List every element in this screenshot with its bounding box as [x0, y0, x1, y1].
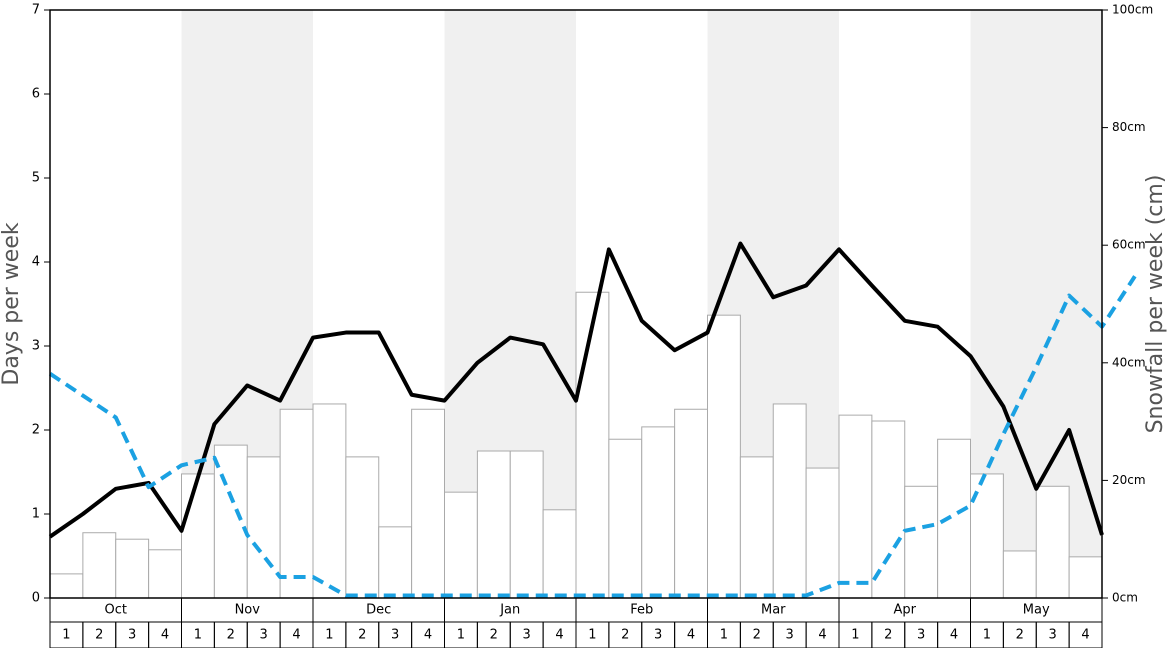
week-label: 1	[720, 628, 728, 643]
bar	[1035, 485, 1070, 599]
week-label: 4	[1081, 628, 1089, 643]
week-label: 2	[621, 628, 629, 643]
bar	[641, 426, 676, 599]
week-label: 1	[983, 628, 991, 643]
bar	[246, 456, 281, 599]
bar	[49, 573, 84, 599]
month-label: Oct	[105, 603, 127, 618]
week-label: 3	[391, 628, 399, 643]
month-label: Dec	[366, 603, 391, 618]
bar	[312, 403, 347, 599]
y-tick-label: 0	[32, 591, 40, 606]
week-label: 4	[687, 628, 695, 643]
bar	[772, 403, 807, 599]
week-label: 4	[292, 628, 300, 643]
week-label: 3	[786, 628, 794, 643]
bar	[575, 291, 610, 599]
month-label: Apr	[894, 603, 917, 618]
week-label: 3	[917, 628, 925, 643]
week-label: 1	[194, 628, 202, 643]
month-label: Jan	[499, 603, 520, 618]
week-label: 3	[654, 628, 662, 643]
bar	[509, 450, 544, 599]
y2-tick-label: 80cm	[1112, 120, 1146, 134]
week-label: 2	[358, 628, 366, 643]
bar	[181, 473, 215, 599]
month-label: Mar	[761, 603, 786, 618]
line-series	[48, 275, 1137, 598]
y-tick-label: 1	[32, 507, 40, 522]
bar	[805, 467, 840, 599]
week-label: 3	[523, 628, 531, 643]
bar	[937, 438, 971, 599]
week-label: 1	[457, 628, 465, 643]
bar	[148, 549, 182, 599]
bar	[82, 532, 117, 599]
marks	[48, 241, 1137, 599]
month-label: Nov	[235, 603, 261, 618]
month-label: Feb	[630, 603, 653, 618]
bar	[213, 444, 248, 599]
bar	[411, 408, 445, 599]
bar	[871, 420, 906, 599]
week-label: 4	[818, 628, 826, 643]
week-label: 3	[260, 628, 268, 643]
y-tick-label: 2	[32, 423, 40, 438]
bar	[378, 526, 413, 599]
y-tick-label: 4	[32, 255, 40, 270]
week-label: 2	[95, 628, 103, 643]
week-label: 1	[851, 628, 859, 643]
week-label: 4	[555, 628, 563, 643]
month-label: May	[1023, 603, 1050, 618]
bar	[1068, 556, 1103, 599]
y-tick-label: 5	[32, 171, 40, 186]
bar	[674, 408, 708, 599]
y2-tick-label: 0cm	[1112, 591, 1138, 605]
y2-tick-label: 20cm	[1112, 473, 1146, 487]
plot-frame	[49, 9, 1103, 599]
week-cell	[1068, 621, 1103, 648]
week-label: 4	[424, 628, 432, 643]
y2-tick-label: 60cm	[1112, 238, 1146, 252]
bar	[707, 314, 741, 599]
week-label: 2	[490, 628, 498, 643]
week-label: 3	[1049, 628, 1057, 643]
week-label: 1	[325, 628, 333, 643]
week-label: 2	[753, 628, 761, 643]
y-tick-label: 3	[32, 339, 40, 354]
bar	[444, 491, 478, 599]
week-label: 4	[161, 628, 169, 643]
week-label: 2	[1016, 628, 1024, 643]
week-label: 1	[588, 628, 596, 643]
y2-tick-label: 40cm	[1112, 355, 1146, 369]
bar	[608, 438, 643, 599]
bar	[279, 408, 314, 599]
bar	[542, 509, 577, 599]
bar	[115, 538, 150, 599]
y-tick-label: 6	[32, 87, 40, 102]
bar	[904, 485, 939, 599]
y2-tick-label: 100cm	[1112, 3, 1153, 17]
week-label: 1	[62, 628, 70, 643]
bar	[739, 456, 774, 599]
bar	[345, 456, 380, 599]
bar	[1002, 550, 1037, 599]
week-label: 4	[950, 628, 958, 643]
week-label: 2	[884, 628, 892, 643]
y2-axis-title: Snowfall per week (cm)	[1143, 175, 1168, 434]
y-tick-label: 7	[32, 3, 40, 18]
y-axis-title: Days per week	[0, 222, 24, 385]
bar	[838, 414, 873, 599]
bar	[476, 450, 511, 599]
week-label: 2	[227, 628, 235, 643]
line-series	[48, 241, 1104, 539]
week-label: 3	[128, 628, 136, 643]
